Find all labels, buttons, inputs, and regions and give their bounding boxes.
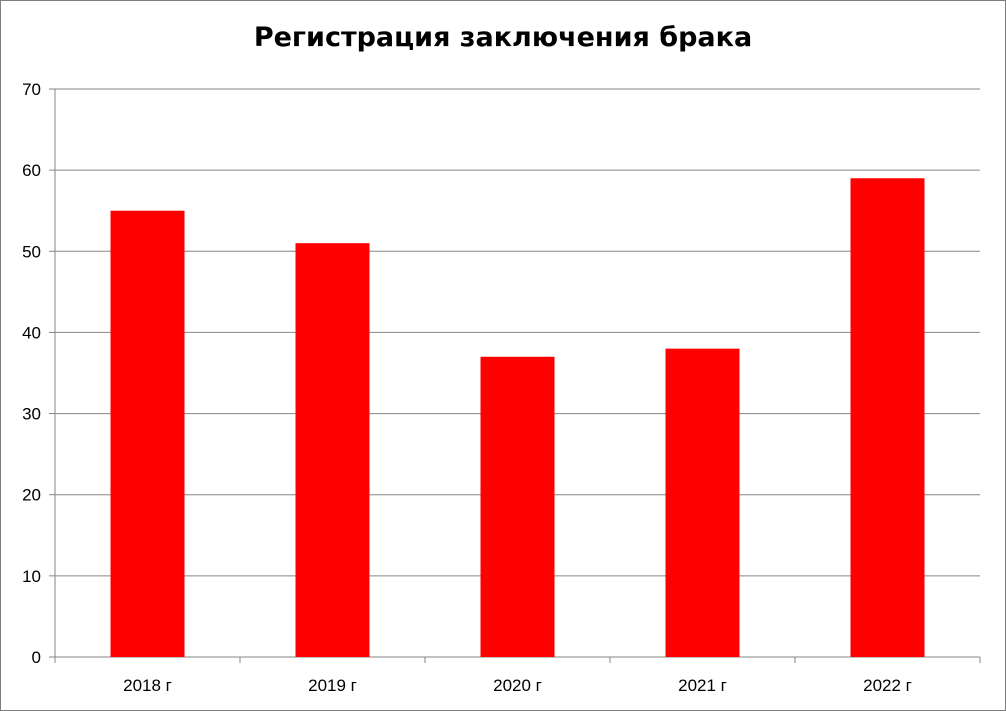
bar bbox=[665, 348, 740, 657]
y-tick-label: 20 bbox=[22, 486, 41, 505]
y-tick-label: 50 bbox=[22, 242, 41, 261]
y-tick-label: 60 bbox=[22, 161, 41, 180]
y-tick-label: 40 bbox=[22, 323, 41, 342]
x-tick-label: 2022 г bbox=[863, 676, 912, 695]
x-tick-label: 2021 г bbox=[678, 676, 727, 695]
bar bbox=[850, 178, 925, 657]
y-tick-label: 70 bbox=[22, 80, 41, 99]
bar bbox=[480, 356, 555, 657]
x-tick-label: 2018 г bbox=[123, 676, 172, 695]
y-tick-label: 0 bbox=[32, 648, 41, 667]
x-tick-label: 2020 г bbox=[493, 676, 542, 695]
y-tick-label: 30 bbox=[22, 405, 41, 424]
chart-title: Регистрация заключения брака bbox=[253, 22, 753, 53]
x-tick-label: 2019 г bbox=[308, 676, 357, 695]
y-tick-label: 10 bbox=[22, 567, 41, 586]
bar bbox=[110, 210, 185, 657]
bar bbox=[295, 243, 370, 657]
